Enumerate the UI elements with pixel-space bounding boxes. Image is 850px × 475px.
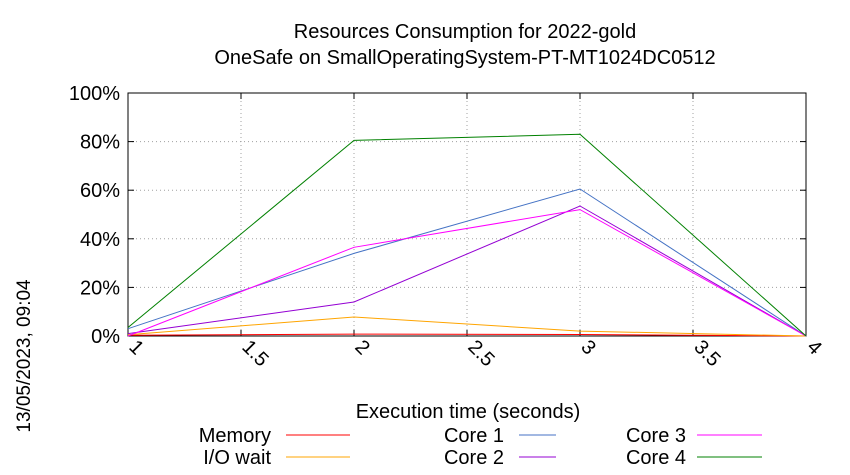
chart-subtitle: OneSafe on SmallOperatingSystem-PT-MT102… [214,47,715,69]
series-line-core-2 [127,205,807,337]
x-tick-label: 1 [124,336,147,359]
x-tick-label: 4 [802,336,825,359]
legend-label: Core 2 [444,447,504,469]
legend-label: Memory [199,425,271,447]
x-tick-label: 1.5 [237,336,272,371]
x-tick-label: 3 [576,336,599,359]
x-tick-label: 2.5 [463,336,498,371]
y-tick-label: 20% [80,277,120,299]
y-tick-label: 40% [80,229,120,251]
legend-label: Core 1 [444,425,504,447]
series-line-core-3 [127,209,807,337]
y-tick-label: 60% [80,180,120,202]
series-line-i-o-wait [127,316,807,337]
y-tick-label: 80% [80,132,120,154]
series-line-core-4 [127,133,807,337]
y-axis-ticks: 0% 20% 40% 60% 80% 100% [69,83,806,348]
chart-title: Resources Consumption for 2022-gold [294,21,636,43]
series-line-memory [127,333,807,337]
x-tick-label: 3.5 [689,336,724,371]
series-lines [127,133,807,337]
timestamp: 13/05/2023, 09:04 [14,279,35,433]
legend-label: Core 3 [626,425,686,447]
x-axis-label: Execution time (seconds) [356,401,581,423]
series-line-core-1 [127,188,807,337]
x-axis-ticks: 1 1.5 2 2.5 3 3.5 4 [124,93,826,371]
legend-label: Core 4 [626,447,686,469]
y-tick-label: 100% [69,83,120,105]
y-tick-label: 0% [91,326,120,348]
legend-label: I/O wait [203,447,271,469]
x-tick-label: 2 [350,336,373,359]
grid-lines [128,93,806,336]
